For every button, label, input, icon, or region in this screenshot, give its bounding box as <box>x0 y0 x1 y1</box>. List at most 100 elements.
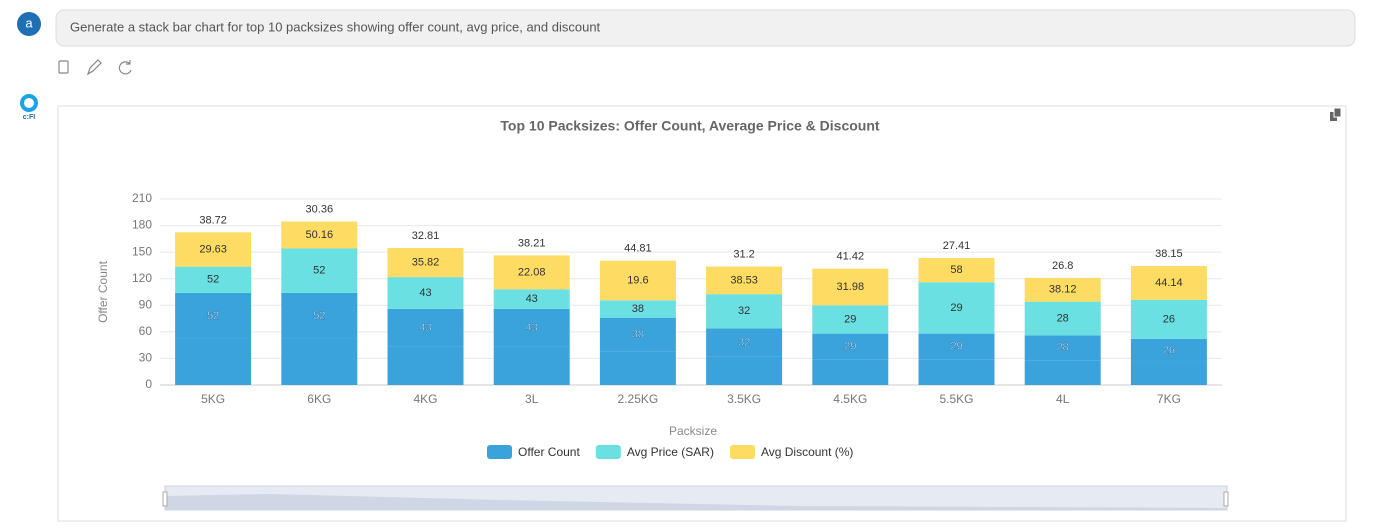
y-tick-label: 30 <box>139 351 153 365</box>
x-axis-title: Packsize <box>669 424 717 438</box>
data-label: 29 <box>950 340 962 352</box>
bar-segment <box>706 328 783 357</box>
data-label: 29.63 <box>199 243 227 255</box>
legend-swatch <box>729 445 755 459</box>
retry-icon[interactable] <box>118 60 132 75</box>
x-tick-label: 4KG <box>413 392 437 406</box>
data-label: 32 <box>738 305 750 317</box>
x-tick-label: 7KG <box>1157 392 1181 406</box>
chart-title: Top 10 Packsizes: Offer Count, Average P… <box>500 118 879 134</box>
data-label: 32.81 <box>412 230 440 242</box>
bar-segment <box>493 346 570 385</box>
bar-segment <box>387 346 464 385</box>
copy-icon[interactable] <box>58 60 69 74</box>
bar-segment <box>599 351 676 385</box>
bar-segment <box>1130 299 1207 339</box>
bar-segment <box>1024 335 1101 361</box>
data-label: 28 <box>1057 312 1069 324</box>
data-label: 26.8 <box>1052 260 1073 272</box>
bar-segment <box>1024 360 1101 385</box>
bar-segment <box>493 255 570 290</box>
bar-segment <box>599 317 676 352</box>
data-label: 38.21 <box>518 237 546 249</box>
data-label: 43 <box>419 322 431 334</box>
x-tick-label: 5.5KG <box>939 392 973 406</box>
data-label: 38 <box>632 328 644 340</box>
data-label: 29 <box>950 302 962 314</box>
legend-swatch <box>595 445 621 459</box>
x-tick-label: 3L <box>525 392 539 406</box>
data-label: 29 <box>844 313 856 325</box>
legend-label: Offer Count <box>518 445 580 459</box>
bar-segment <box>281 292 358 339</box>
avatar-letter: a <box>25 15 33 30</box>
legend-label: Avg Discount (%) <box>761 445 853 459</box>
chart-copy-icon[interactable] <box>1330 107 1342 121</box>
bar-segment <box>175 266 252 293</box>
y-tick-label: 120 <box>132 271 152 285</box>
bar-segment <box>918 359 995 385</box>
y-tick-label: 0 <box>145 377 152 391</box>
y-tick-label: 150 <box>132 244 152 258</box>
bar-segment <box>1024 277 1101 302</box>
bar-segment <box>706 294 783 329</box>
data-label: 58 <box>950 264 962 276</box>
assistant-logo <box>20 94 38 112</box>
data-label: 38 <box>632 303 644 315</box>
bar-segment <box>1130 266 1207 300</box>
bar-segment <box>599 300 676 318</box>
data-label: 32 <box>738 336 750 348</box>
bar-segment <box>812 268 889 306</box>
data-label: 30.36 <box>306 203 334 215</box>
bar-segment <box>1130 338 1207 362</box>
bar-segment <box>812 333 889 360</box>
legend-swatch <box>487 445 512 459</box>
x-tick-label: 6KG <box>307 392 331 406</box>
edit-icon[interactable] <box>86 59 102 76</box>
bar-segment <box>175 232 252 267</box>
data-label: 43 <box>526 322 538 334</box>
user-avatar <box>17 12 41 36</box>
bar-segment <box>281 221 358 249</box>
bar-segment <box>175 292 252 339</box>
data-label: 26 <box>1163 313 1175 325</box>
x-tick-label: 5KG <box>201 392 225 406</box>
bar-segment <box>918 257 995 283</box>
bar-segment <box>281 248 358 293</box>
x-tick-label: 4.5KG <box>833 392 867 406</box>
x-tick-label: 3.5KG <box>727 392 761 406</box>
data-label: 38.53 <box>730 274 758 286</box>
prompt-text: Generate a stack bar chart for top 10 pa… <box>70 19 601 34</box>
data-zoom[interactable] <box>162 485 1229 511</box>
y-tick-label: 210 <box>132 191 152 205</box>
x-tick-label: 2.25KG <box>618 392 659 406</box>
bar-segment <box>812 305 889 334</box>
prompt-box[interactable] <box>55 9 1356 47</box>
data-label: 29 <box>844 340 856 352</box>
data-label: 52 <box>313 265 325 277</box>
bar-segment <box>493 289 570 309</box>
data-label: 22.08 <box>518 266 546 278</box>
bar-segment <box>387 248 464 278</box>
data-label: 41.42 <box>837 251 865 263</box>
y-tick-label: 90 <box>139 297 153 311</box>
bar-segment <box>175 338 252 385</box>
data-label: 43 <box>419 287 431 299</box>
data-label: 52 <box>207 274 219 286</box>
bar-segment <box>281 338 358 385</box>
data-label: 44.81 <box>624 243 652 255</box>
data-label: 38.15 <box>1155 248 1183 260</box>
data-label: 38.12 <box>1049 284 1077 296</box>
prompt-actions <box>58 59 132 76</box>
bar-segment <box>387 277 464 309</box>
data-label: 28 <box>1057 342 1069 354</box>
x-tick-label: 4L <box>1056 392 1070 406</box>
y-axis-title: Offer Count <box>96 260 110 322</box>
data-label: 35.82 <box>412 256 440 268</box>
bar-segment <box>1130 361 1207 385</box>
data-label: 26 <box>1163 344 1175 356</box>
bar-segment <box>918 333 995 360</box>
data-label: 27.41 <box>943 240 971 252</box>
data-label: 52 <box>313 310 325 322</box>
